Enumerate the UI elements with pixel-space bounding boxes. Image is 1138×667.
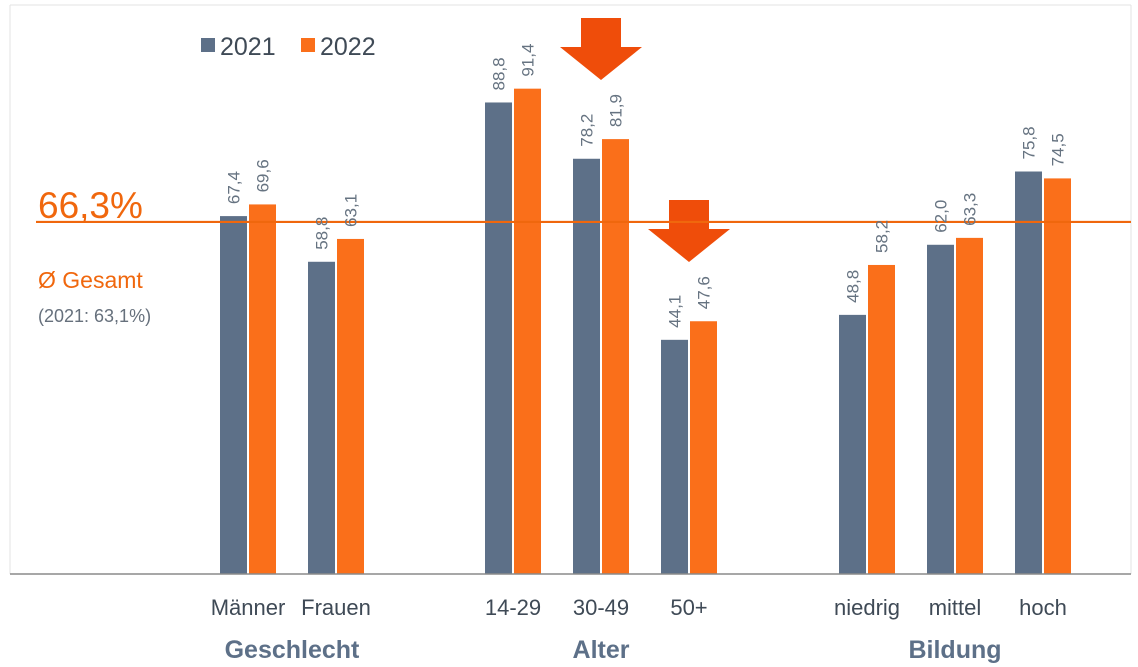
bar-2021-14-29 <box>485 102 512 575</box>
legend-label-2022: 2022 <box>320 33 376 61</box>
x-tick-50: 50+ <box>670 595 707 620</box>
value-label-2022-50: 47,6 <box>695 276 714 309</box>
bar-2022-hoch <box>1044 178 1071 574</box>
bar-2022-14-29 <box>514 88 541 574</box>
x-tick-niedrig: niedrig <box>834 595 900 620</box>
value-label-2022-30-49: 81,9 <box>607 94 626 127</box>
value-label-2021-frauen: 58,8 <box>313 217 332 250</box>
group-label-geschlecht: Geschlecht <box>225 636 360 664</box>
average-previous-year-label: (2021: 63,1%) <box>38 306 151 326</box>
bar-2022-männer <box>249 204 276 574</box>
value-label-2021-14-29: 88,8 <box>490 57 509 90</box>
value-label-2022-niedrig: 58,2 <box>873 220 892 253</box>
bar-2022-frauen <box>337 238 364 574</box>
value-label-2022-14-29: 91,4 <box>519 44 538 77</box>
bar-2022-mittel <box>956 237 983 574</box>
average-value-label: 66,3% <box>38 185 143 226</box>
legend-label-2021: 2021 <box>220 33 276 61</box>
bar-2022-50 <box>690 321 717 574</box>
group-label-bildung: Bildung <box>908 636 1001 664</box>
x-tick-labels-layer: Männer Frauen 14-29 30-49 50+ niedrig mittel ho… <box>211 595 1067 620</box>
group-label-alter: Alter <box>573 636 630 664</box>
average-label: Ø Gesamt <box>38 267 143 293</box>
bar-2021-30-49 <box>573 158 600 574</box>
arrows-layer <box>560 18 730 262</box>
bar-2021-frauen <box>308 261 335 574</box>
value-labels-layer: 67,4 58,8 88,8 78,2 44,1 48,8 62,0 75,8 69,6 63,1… <box>225 44 1068 328</box>
bar-2021-hoch <box>1015 171 1042 574</box>
value-label-2022-männer: 69,6 <box>254 159 273 192</box>
bar-2021-mittel <box>927 244 954 574</box>
x-tick-männer: Männer <box>211 595 286 620</box>
bar-2021-niedrig <box>839 314 866 574</box>
value-label-2021-männer: 67,4 <box>225 171 244 204</box>
value-label-2021-mittel: 62,0 <box>932 200 951 233</box>
x-tick-mittel: mittel <box>929 595 982 620</box>
x-tick-14-29: 14-29 <box>485 595 541 620</box>
x-tick-30-49: 30-49 <box>573 595 629 620</box>
value-label-2021-30-49: 78,2 <box>578 114 597 147</box>
legend: 2021 2022 <box>201 33 376 61</box>
group-labels-layer: Geschlecht Alter Bildung <box>225 636 1002 664</box>
bars-layer <box>220 88 1071 575</box>
bar-2021-männer <box>220 216 247 574</box>
value-label-2022-frauen: 63,1 <box>342 194 361 227</box>
bar-2022-30-49 <box>602 139 629 574</box>
bar-2022-niedrig <box>868 264 895 574</box>
down-arrow-icon-30-49 <box>560 18 642 80</box>
value-label-2021-50: 44,1 <box>666 295 685 328</box>
down-arrow-icon-50 <box>648 200 730 262</box>
value-label-2021-niedrig: 48,8 <box>844 270 863 303</box>
value-label-2022-mittel: 63,3 <box>961 193 980 226</box>
bar-2021-50 <box>661 339 688 574</box>
x-tick-frauen: Frauen <box>301 595 371 620</box>
value-label-2022-hoch: 74,5 <box>1049 133 1068 166</box>
legend-swatch-2021 <box>201 38 215 52</box>
legend-swatch-2022 <box>301 38 315 52</box>
value-label-2021-hoch: 75,8 <box>1020 126 1039 159</box>
x-tick-hoch: hoch <box>1019 595 1067 620</box>
